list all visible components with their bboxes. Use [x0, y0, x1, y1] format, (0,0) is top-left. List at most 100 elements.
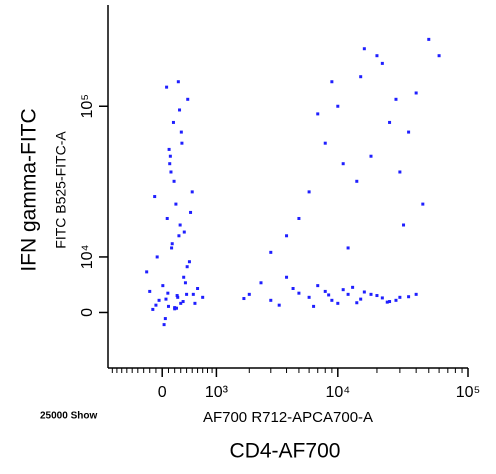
point	[355, 179, 359, 183]
point	[170, 242, 174, 246]
point	[323, 289, 327, 293]
point	[285, 275, 289, 279]
point	[380, 296, 384, 300]
point	[369, 292, 373, 296]
point	[185, 292, 189, 296]
point	[351, 285, 355, 289]
point	[307, 190, 311, 194]
point	[388, 300, 392, 304]
point	[362, 290, 366, 294]
point	[394, 97, 398, 101]
point	[375, 54, 379, 58]
point	[323, 141, 327, 145]
x-tick-label: 0	[158, 384, 167, 401]
point	[402, 223, 406, 227]
point	[277, 303, 281, 307]
point	[369, 154, 373, 158]
event-count: 25000 Show	[40, 411, 97, 422]
point	[178, 223, 182, 227]
point	[172, 179, 176, 183]
x-axis-label: CD4-AF700	[230, 440, 341, 463]
point	[297, 291, 301, 295]
point	[148, 289, 152, 293]
point	[336, 104, 340, 108]
point	[421, 202, 425, 206]
point	[316, 112, 320, 116]
point	[269, 298, 273, 302]
point	[407, 130, 411, 134]
point	[346, 292, 350, 296]
point	[291, 286, 295, 290]
point	[242, 297, 246, 301]
point	[183, 281, 187, 285]
point	[355, 301, 359, 305]
point	[398, 295, 402, 299]
point	[166, 304, 170, 308]
x-tick-label: 10⁴	[325, 384, 350, 401]
point	[165, 216, 169, 220]
point	[167, 147, 171, 151]
point	[176, 295, 180, 299]
point	[359, 297, 363, 301]
point	[179, 130, 183, 134]
y-tick-label: 0	[79, 308, 96, 317]
point	[186, 97, 190, 101]
point	[437, 54, 441, 58]
point	[380, 61, 384, 65]
point	[327, 293, 331, 297]
point	[259, 281, 263, 285]
point	[176, 80, 180, 84]
point	[153, 195, 157, 199]
point	[154, 303, 158, 307]
point	[414, 91, 418, 95]
y-tick-label: 10⁴	[79, 244, 96, 269]
point	[169, 170, 173, 174]
point	[145, 270, 149, 274]
point	[166, 291, 170, 295]
point	[385, 300, 389, 304]
point	[178, 108, 182, 112]
point	[168, 162, 172, 166]
y-axis-sublabel: FITC B525-FITC-A	[53, 131, 69, 249]
point	[151, 307, 155, 311]
point	[427, 37, 431, 41]
point	[189, 210, 193, 214]
point	[175, 306, 179, 310]
point	[164, 297, 168, 301]
point	[155, 255, 159, 259]
point	[162, 323, 166, 327]
x-tick-label: 10³	[205, 384, 229, 401]
point	[341, 288, 345, 292]
point	[388, 120, 392, 124]
y-axis-label: IFN gamma-FITC	[18, 108, 41, 271]
point	[196, 286, 200, 290]
y-tick-label: 10⁵	[79, 94, 96, 118]
point	[316, 284, 320, 288]
point	[346, 246, 350, 250]
point	[312, 304, 316, 308]
point	[414, 292, 418, 296]
point	[170, 246, 174, 250]
point	[394, 298, 398, 302]
point	[269, 250, 273, 254]
point	[175, 294, 179, 298]
point	[187, 260, 191, 264]
point	[173, 307, 177, 311]
point	[297, 216, 301, 220]
point	[174, 202, 178, 206]
point	[330, 298, 334, 302]
point	[330, 80, 334, 84]
point	[362, 47, 366, 51]
point	[191, 292, 195, 296]
point	[157, 298, 161, 302]
x-tick-label: 10⁵	[456, 384, 480, 401]
point	[165, 85, 169, 89]
point	[180, 141, 184, 145]
point	[163, 317, 167, 321]
point	[201, 295, 205, 299]
point	[407, 295, 411, 299]
point	[375, 294, 379, 298]
point	[193, 301, 197, 305]
point	[181, 300, 185, 304]
